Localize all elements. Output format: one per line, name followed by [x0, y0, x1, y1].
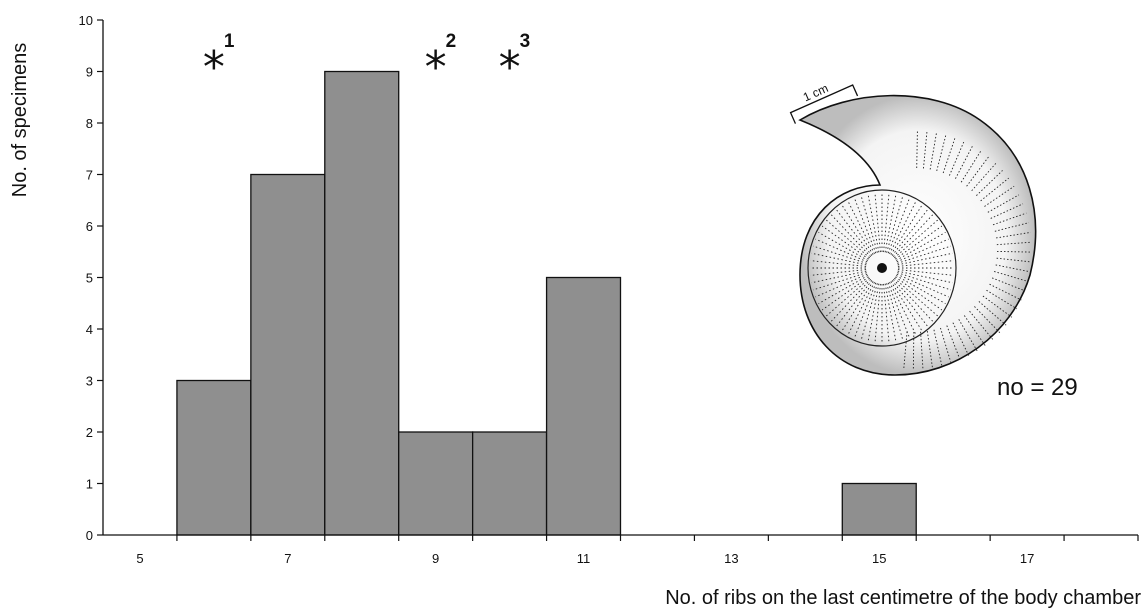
bar: [471, 431, 548, 536]
marker-number: 3: [520, 31, 531, 52]
x-tick-label: 5: [136, 551, 143, 566]
x-tick-label: 15: [872, 551, 886, 566]
x-tick-label: 9: [432, 551, 439, 566]
x-axis-title: No. of ribs on the last centimetre of th…: [665, 587, 1141, 609]
bar: [324, 70, 400, 536]
y-tick-label: 9: [86, 65, 93, 80]
y-tick-label: 6: [86, 219, 93, 234]
y-tick-label: 10: [79, 13, 93, 28]
x-tick-label: 11: [577, 551, 591, 566]
asterisk-marker: *: [425, 42, 447, 93]
y-tick-label: 8: [86, 116, 93, 131]
ammonite-shell-drawing: 1 cm: [789, 81, 1037, 376]
bar: [176, 379, 252, 536]
bar: [841, 482, 917, 536]
x-tick-label: 13: [724, 551, 738, 566]
y-tick-label: 2: [86, 425, 93, 440]
marker-number: 2: [446, 31, 457, 52]
bar: [398, 431, 474, 536]
marker-number: 1: [224, 31, 235, 52]
y-tick-label: 0: [86, 528, 93, 543]
bars-layer: [176, 70, 917, 536]
y-tick-label: 4: [86, 322, 93, 337]
sample-size-annotation: no = 29: [997, 374, 1078, 401]
markers-layer: *1*2*3: [203, 31, 530, 93]
y-axis-title: No. of specimens: [9, 43, 31, 198]
x-tick-label: 17: [1020, 551, 1034, 566]
y-tick-label: 3: [86, 374, 93, 389]
y-tick-label: 5: [86, 271, 93, 286]
asterisk-marker: *: [499, 42, 521, 93]
asterisk-marker: *: [203, 42, 225, 93]
bar: [545, 276, 622, 536]
y-tick-label: 1: [86, 477, 93, 492]
x-tick-label: 7: [284, 551, 291, 566]
y-tick-label: 7: [86, 168, 93, 183]
bar: [250, 173, 326, 536]
